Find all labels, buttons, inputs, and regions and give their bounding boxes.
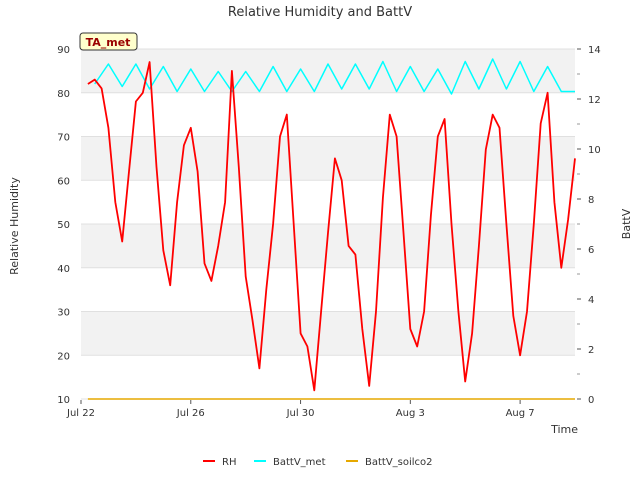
right-tick-label: 10 xyxy=(588,145,601,156)
x-tick-label: Aug 3 xyxy=(396,408,425,419)
legend-item-battv-met: BattV_met xyxy=(254,457,326,468)
left-tick-label: 20 xyxy=(57,351,70,362)
left-tick-label: 70 xyxy=(57,133,70,144)
legend-item-rh: RH xyxy=(203,457,236,468)
chart-title: Relative Humidity and BattV xyxy=(228,5,412,20)
right-tick-label: 4 xyxy=(588,295,594,306)
left-axis-label: Relative Humidity xyxy=(8,177,21,275)
x-tick-label: Aug 7 xyxy=(506,408,535,419)
legend-label: BattV_met xyxy=(273,457,326,468)
x-axis-label: Time xyxy=(550,423,578,436)
right-tick-label: 8 xyxy=(588,195,594,206)
legend-item-battv-soilco2: BattV_soilco2 xyxy=(346,457,433,468)
right-tick-label: 0 xyxy=(588,395,594,406)
background-band xyxy=(81,311,575,356)
series-layer xyxy=(87,58,576,400)
left-axis: 10 20 30 40 50 60 70 80 90 xyxy=(57,45,70,406)
legend: RH BattV_met BattV_soilco2 xyxy=(203,457,433,468)
right-tick-label: 2 xyxy=(588,345,594,356)
legend-label: BattV_soilco2 xyxy=(365,457,433,468)
left-tick-label: 10 xyxy=(57,395,70,406)
right-tick-label: 14 xyxy=(588,45,601,56)
right-axis-label: BattV xyxy=(620,208,633,239)
x-tick-label: Jul 26 xyxy=(176,408,205,419)
x-tick-label: Jul 30 xyxy=(286,408,315,419)
annotation-label: TA_met xyxy=(86,36,131,49)
left-tick-label: 40 xyxy=(57,264,70,275)
annotation-box: TA_met xyxy=(79,32,138,51)
background-band xyxy=(81,136,575,181)
x-axis: Jul 22 Jul 26 Jul 30 Aug 3 Aug 7 xyxy=(66,400,535,419)
series-line-rh xyxy=(87,61,576,392)
series-line-battv-met xyxy=(94,58,575,95)
right-tick-label: 12 xyxy=(588,95,601,106)
left-tick-label: 90 xyxy=(57,45,70,56)
left-tick-label: 80 xyxy=(57,89,70,100)
right-tick-label: 6 xyxy=(588,245,594,256)
legend-label: RH xyxy=(222,457,236,468)
background-band xyxy=(81,49,575,93)
left-tick-label: 60 xyxy=(57,176,70,187)
right-axis: 0 2 4 6 8 10 12 14 xyxy=(577,45,601,406)
left-tick-label: 30 xyxy=(57,308,70,319)
x-tick-label: Jul 22 xyxy=(66,408,95,419)
plot-background-bands xyxy=(81,48,575,400)
left-tick-label: 50 xyxy=(57,220,70,231)
